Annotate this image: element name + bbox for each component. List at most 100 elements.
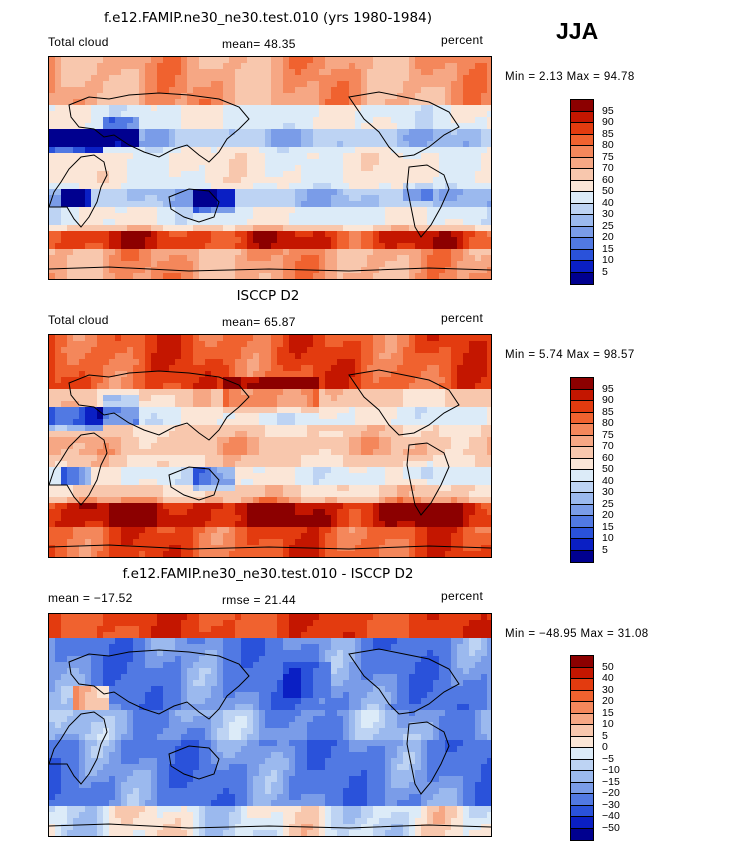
contour-cell [169,449,176,456]
contour-cell [277,479,284,486]
contour-cell [475,395,482,402]
contour-cell [157,225,164,232]
contour-cell [217,383,224,390]
contour-cell [355,219,362,226]
contour-cell [247,87,254,94]
contour-cell [307,401,314,408]
contour-cell [439,353,446,360]
contour-cell [457,243,464,250]
contour-cell [379,407,386,414]
contour-cell [67,425,74,432]
contour-cell [439,249,446,256]
contour-cell [283,479,290,486]
contour-cell [133,219,140,226]
contour-cell [217,153,224,160]
contour-cell [271,225,278,232]
contour-cell [79,201,86,208]
contour-cell [163,377,170,384]
contour-cell [325,371,332,378]
contour-cell [397,213,404,220]
contour-cell [463,419,470,426]
contour-cell [163,159,170,166]
contour-cell [325,75,332,82]
contour-cell [223,201,230,208]
contour-cell [451,437,458,444]
contour-cell [295,69,302,76]
contour-cell [229,485,236,492]
contour-cell [427,353,434,360]
contour-cell [295,243,302,250]
contour-cell [115,401,122,408]
contour-cell [187,365,194,372]
contour-cell [139,491,146,498]
contour-cell [211,413,218,420]
contour-cell [229,425,236,432]
contour-cell [481,195,488,202]
contour-cell [283,461,290,468]
contour-cell [187,231,194,238]
contour-cell [367,249,374,256]
contour-cell [457,183,464,190]
contour-cell [439,111,446,118]
contour-cell [319,213,326,220]
contour-cell [355,117,362,124]
contour-cell [337,261,344,268]
contour-cell [385,497,392,504]
contour-cell [427,395,434,402]
contour-cell [361,159,368,166]
contour-cell [61,377,68,384]
contour-cell [205,165,212,172]
contour-cell [289,473,296,480]
contour-cell [331,485,338,492]
contour-cell [61,461,68,468]
contour-cell [307,171,314,178]
contour-cell [337,201,344,208]
contour-cell [127,467,134,474]
contour-cell [193,413,200,420]
contour-cell [265,111,272,118]
contour-cell [193,123,200,130]
contour-cell [361,177,368,184]
contour-cell [373,255,380,262]
contour-cell [355,341,362,348]
contour-cell [157,75,164,82]
contour-cell [421,383,428,390]
contour-cell [229,491,236,498]
contour-cell [85,117,92,124]
contour-cell [331,413,338,420]
contour-cell [355,75,362,82]
contour-cell [433,347,440,354]
contour-cell [223,165,230,172]
contour-cell [217,359,224,366]
contour-cell [223,159,230,166]
contour-cell [247,75,254,82]
contour-cell [157,479,164,486]
contour-cell [199,473,206,480]
contour-cell [157,243,164,250]
contour-cell [157,99,164,106]
contour-cell [469,353,476,360]
contour-cell [169,153,176,160]
contour-cell [277,341,284,348]
contour-cell [265,81,272,88]
contour-cell [85,467,92,474]
contour-cell [361,141,368,148]
contour-cell [451,153,458,160]
contour-cell [49,395,56,402]
contour-cell [271,159,278,166]
contour-cell [415,117,422,124]
contour-cell [79,347,86,354]
contour-cell [301,335,308,342]
contour-cell [439,183,446,190]
contour-cell [463,377,470,384]
contour-cell [133,201,140,208]
contour-cell [103,237,110,244]
contour-cell [145,335,152,342]
contour-cell [73,171,80,178]
contour-cell [337,425,344,432]
contour-cell [349,261,356,268]
contour-cell [307,383,314,390]
contour-cell [115,189,122,196]
contour-cell [307,249,314,256]
contour-cell [325,473,332,480]
